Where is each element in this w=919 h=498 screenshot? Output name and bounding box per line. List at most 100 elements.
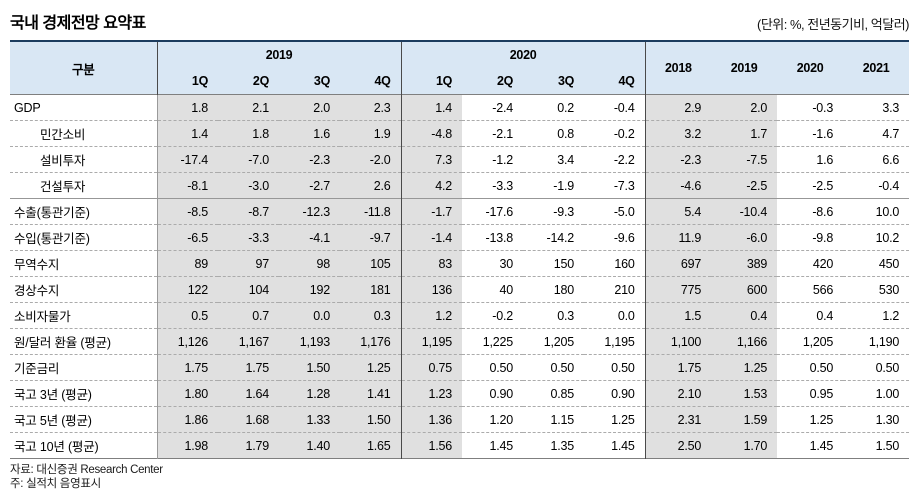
- table-cell: 1.45: [462, 432, 524, 459]
- table-cell: 150: [523, 250, 585, 277]
- table-cell: 2.6: [340, 172, 402, 199]
- table-footer: 자료: 대신증권 Research Center 주: 실적치 음영표시: [10, 463, 919, 492]
- table-cell: 3.4: [523, 146, 585, 173]
- table-cell: -14.2: [523, 224, 585, 251]
- source-note: 자료: 대신증권 Research Center: [10, 464, 163, 476]
- table-body: GDP 1.8 2.1 2.0 2.3 1.4 -2.4 0.2 -0.4 2.9 2.0 -0.3 3…: [10, 94, 910, 459]
- table-cell: 1.8: [218, 120, 279, 147]
- table-cell: -3.3: [218, 224, 279, 251]
- table-cell: -9.3: [523, 198, 585, 225]
- table-cell: 0.75: [400, 354, 463, 381]
- table-cell: 389: [711, 250, 778, 277]
- table-cell: 1.00: [843, 380, 910, 407]
- table-cell: 1.25: [340, 354, 402, 381]
- table-cell: -2.1: [462, 120, 524, 147]
- table-cell: -5.0: [584, 198, 646, 225]
- table-cell: -13.8: [462, 224, 524, 251]
- table-cell: 98: [279, 250, 340, 277]
- table-cell: 1.79: [218, 432, 279, 459]
- table-cell: 181: [340, 276, 402, 303]
- table-cell: -7.3: [584, 172, 646, 199]
- table-cell: -1.2: [462, 146, 524, 173]
- table-row: 수입(통관기준) -6.5 -3.3 -4.1 -9.7 -1.4 -13.8 -14.2 -9…: [10, 224, 910, 251]
- table-cell: 1.50: [279, 354, 340, 381]
- table-cell: -7.5: [711, 146, 778, 173]
- table-cell: 2.1: [218, 94, 279, 121]
- table-cell: 1,166: [711, 328, 778, 355]
- table-row: 수출(통관기준) -8.5 -8.7 -12.3 -11.8 -1.7 -17.6 -9.3-…: [10, 198, 910, 225]
- table-cell: 0.90: [584, 380, 646, 407]
- table-cell: 104: [218, 276, 279, 303]
- table-cell: 600: [711, 276, 778, 303]
- table-cell: 1.25: [777, 406, 844, 433]
- table-cell: 0.95: [777, 380, 844, 407]
- table-row: 설비투자 -17.4 -7.0 -2.3 -2.0 7.3 -1.2 3.4 -2.2 -2.3-…: [10, 146, 910, 173]
- row-label: 경상수지: [10, 276, 157, 303]
- table-cell: 1.6: [777, 146, 844, 173]
- table-cell: 0.50: [584, 354, 646, 381]
- table-row: 원/달러 환율 (평균) 1,126 1,167 1,193 1,176 1,195 1,2…: [10, 328, 910, 355]
- table-cell: 1.2: [843, 302, 910, 329]
- table-cell: 5.4: [644, 198, 712, 225]
- table-cell: -17.6: [462, 198, 524, 225]
- table-cell: 1.35: [523, 432, 585, 459]
- table-cell: -8.7: [218, 198, 279, 225]
- table-cell: 1.5: [644, 302, 712, 329]
- table-cell: 0.85: [523, 380, 585, 407]
- table-cell: 1.7: [711, 120, 778, 147]
- table-cell: 2.31: [644, 406, 712, 433]
- table-cell: 1,225: [462, 328, 524, 355]
- table-cell: -1.6: [777, 120, 844, 147]
- table-cell: 0.50: [777, 354, 844, 381]
- year-group-2020: 2020: [400, 41, 646, 68]
- table-cell: 105: [340, 250, 402, 277]
- quarter-header: 3Q: [279, 68, 340, 95]
- table-cell: -0.2: [462, 302, 524, 329]
- table-cell: 4.7: [843, 120, 910, 147]
- table-row: GDP 1.8 2.1 2.0 2.3 1.4 -2.4 0.2 -0.4 2.9 2.0 -0.3 3…: [10, 94, 909, 121]
- table-cell: 0.50: [843, 354, 910, 381]
- table-cell: 0.2: [557, 100, 575, 115]
- table-cell: 1.15: [523, 406, 585, 433]
- table-cell: 420: [777, 250, 844, 277]
- table-cell: 0.3: [340, 302, 402, 329]
- table-row: 국고 3년 (평균) 1.80 1.64 1.28 1.41 1.23 0.90 0.85 0.…: [10, 380, 910, 407]
- table-cell: 1,205: [523, 328, 585, 355]
- table-cell: 83: [400, 250, 463, 277]
- table-cell: 7.3: [400, 146, 463, 173]
- table-cell: 1.80: [156, 380, 218, 407]
- table-cell: 530: [843, 276, 910, 303]
- table-cell: 0.7: [218, 302, 279, 329]
- table-cell: 1,176: [340, 328, 402, 355]
- row-label: 민간소비: [10, 120, 157, 147]
- table-cell: 1.86: [156, 406, 218, 433]
- table-cell: 450: [843, 250, 910, 277]
- table-cell: -4.1: [279, 224, 340, 251]
- table-cell: 6.6: [843, 146, 910, 173]
- table-cell: -4.6: [644, 172, 712, 199]
- table-row: 경상수지 122 104 192 181 136 40 180 210 775 600 566 530: [10, 276, 910, 303]
- table-cell: 1.41: [340, 380, 402, 407]
- table-cell: 40: [462, 276, 524, 303]
- table-cell: 1.4: [400, 94, 463, 121]
- table-cell: -1.9: [523, 172, 585, 199]
- table-cell: -8.6: [777, 198, 844, 225]
- table-cell: -6.5: [156, 224, 218, 251]
- row-label: 수출(통관기준): [10, 198, 157, 225]
- table-cell: 30: [462, 250, 524, 277]
- table-cell: -2.5: [711, 172, 778, 199]
- table-cell: 122: [156, 276, 218, 303]
- row-label: 수입(통관기준): [10, 224, 157, 251]
- table-cell: 3.3: [882, 100, 900, 115]
- table-cell: 1.30: [843, 406, 910, 433]
- table-cell: 1,193: [279, 328, 340, 355]
- table-cell: 1.2: [400, 302, 463, 329]
- table-cell: 1,126: [156, 328, 218, 355]
- table-cell: 1.45: [584, 432, 646, 459]
- quarter-header: 3Q: [523, 68, 585, 95]
- table-cell: 1,195: [400, 328, 463, 355]
- forecast-table: 구분 2019 2020 2018 2019 2020 2021 1Q 2Q 3…: [10, 40, 910, 459]
- table-row: 건설투자 -8.1 -3.0 -2.7 2.6 4.2 -3.3 -1.9 -7.3 -4.6 -2…: [10, 172, 910, 199]
- table-cell: 1.75: [156, 354, 218, 381]
